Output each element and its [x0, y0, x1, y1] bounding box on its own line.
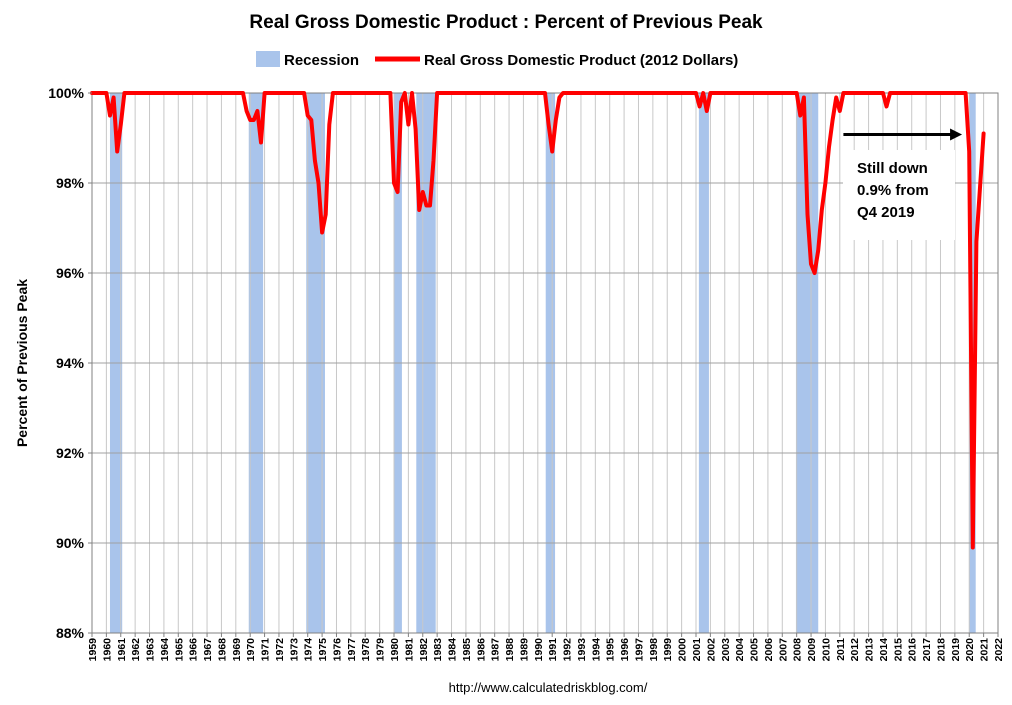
x-tick-label: 1969 [231, 638, 243, 662]
x-tick-label: 2021 [979, 638, 991, 662]
y-tick-label: 98% [56, 175, 85, 191]
y-tick-label: 94% [56, 355, 85, 371]
x-tick-label: 2004 [734, 638, 746, 662]
annotation-line-1: Still down [857, 160, 928, 177]
y-axis-ticks: 88% 90% 92% 94% 96% 98% 100% [48, 85, 92, 641]
x-tick-label: 1993 [576, 638, 588, 662]
x-tick-label: 1974 [303, 638, 315, 662]
x-tick-label: 1972 [274, 638, 286, 662]
annotation: Still down 0.9% from Q4 2019 [843, 128, 963, 240]
x-tick-label: 1971 [260, 638, 272, 662]
x-tick-label: 2007 [777, 638, 789, 662]
x-tick-label: 1970 [245, 638, 257, 662]
x-tick-label: 2008 [792, 638, 804, 662]
gdp-series [90, 91, 986, 550]
x-tick-label: 1987 [490, 638, 502, 662]
legend-recession-label: Recession [284, 52, 359, 69]
x-tick-label: 2002 [705, 638, 717, 662]
x-tick-label: 1998 [648, 638, 660, 662]
x-tick-label: 2014 [878, 638, 890, 662]
x-tick-label: 2022 [993, 638, 1005, 662]
annotation-line-3: Q4 2019 [857, 204, 915, 221]
x-tick-label: 1999 [662, 638, 674, 662]
x-tick-label: 1997 [633, 638, 645, 662]
annotation-arrow-head [950, 128, 963, 141]
x-tick-label: 1982 [418, 638, 430, 662]
x-tick-label: 2015 [892, 638, 904, 662]
annotation-line-2: 0.9% from [857, 182, 929, 199]
y-tick-label: 92% [56, 445, 85, 461]
x-tick-label: 1959 [87, 638, 99, 662]
x-tick-label: 1977 [346, 638, 358, 662]
y-tick-label: 100% [48, 85, 84, 101]
x-tick-label: 1978 [360, 638, 372, 662]
y-axis-label: Percent of Previous Peak [14, 279, 30, 447]
x-tick-label: 1968 [216, 638, 228, 662]
x-tick-label: 2009 [806, 638, 818, 662]
y-tick-label: 88% [56, 625, 85, 641]
x-tick-label: 1984 [447, 638, 459, 662]
x-tick-label: 2000 [677, 638, 689, 662]
x-tick-label: 1966 [188, 638, 200, 662]
x-tick-label: 1992 [562, 638, 574, 662]
x-tick-label: 1980 [389, 638, 401, 662]
source-url: http://www.calculatedriskblog.com/ [449, 680, 648, 695]
x-tick-label: 1976 [331, 638, 343, 662]
x-tick-label: 1960 [101, 638, 113, 662]
x-tick-label: 2016 [907, 638, 919, 662]
x-tick-label: 1962 [130, 638, 142, 662]
x-tick-label: 1964 [159, 638, 171, 662]
x-tick-label: 2012 [849, 638, 861, 662]
x-tick-label: 1989 [518, 638, 530, 662]
x-tick-label: 2017 [921, 638, 933, 662]
x-tick-label: 1996 [619, 638, 631, 662]
x-tick-label: 2003 [720, 638, 732, 662]
x-axis-ticks: 1959 1960 1961 1962 1963 1964 1965 1966 1967 1968… [87, 633, 1005, 661]
x-tick-label: 1975 [317, 638, 329, 662]
x-tick-label: 1983 [432, 638, 444, 662]
legend-gdp-label: Real Gross Domestic Product (2012 Dollar… [424, 52, 738, 69]
x-tick-label: 2019 [950, 638, 962, 662]
x-tick-label: 1981 [403, 638, 415, 662]
x-tick-label: 1995 [605, 638, 617, 662]
x-tick-label: 1986 [475, 638, 487, 662]
x-tick-label: 2001 [691, 638, 703, 662]
x-tick-label: 1994 [590, 638, 602, 662]
x-tick-label: 2010 [820, 638, 832, 662]
x-tick-label: 2006 [763, 638, 775, 662]
y-tick-label: 96% [56, 265, 85, 281]
x-tick-label: 1965 [173, 638, 185, 662]
x-tick-label: 2020 [964, 638, 976, 662]
annotation-box [843, 150, 955, 240]
x-tick-label: 1990 [533, 638, 545, 662]
x-tick-label: 2011 [835, 638, 847, 661]
x-tick-label: 1988 [504, 638, 516, 662]
chart-title: Real Gross Domestic Product : Percent of… [249, 12, 763, 33]
gdp-line [90, 91, 986, 550]
x-tick-label: 1991 [547, 638, 559, 662]
x-tick-label: 1967 [202, 638, 214, 662]
legend-recession-swatch [256, 51, 280, 67]
x-tick-label: 2005 [749, 638, 761, 662]
x-tick-label: 1963 [145, 638, 157, 662]
x-tick-label: 2013 [864, 638, 876, 662]
x-tick-label: 1985 [461, 638, 473, 662]
x-tick-label: 2018 [935, 638, 947, 662]
y-tick-label: 90% [56, 535, 85, 551]
x-tick-label: 1979 [375, 638, 387, 662]
x-tick-label: 1961 [116, 638, 128, 662]
x-tick-label: 1973 [288, 638, 300, 662]
